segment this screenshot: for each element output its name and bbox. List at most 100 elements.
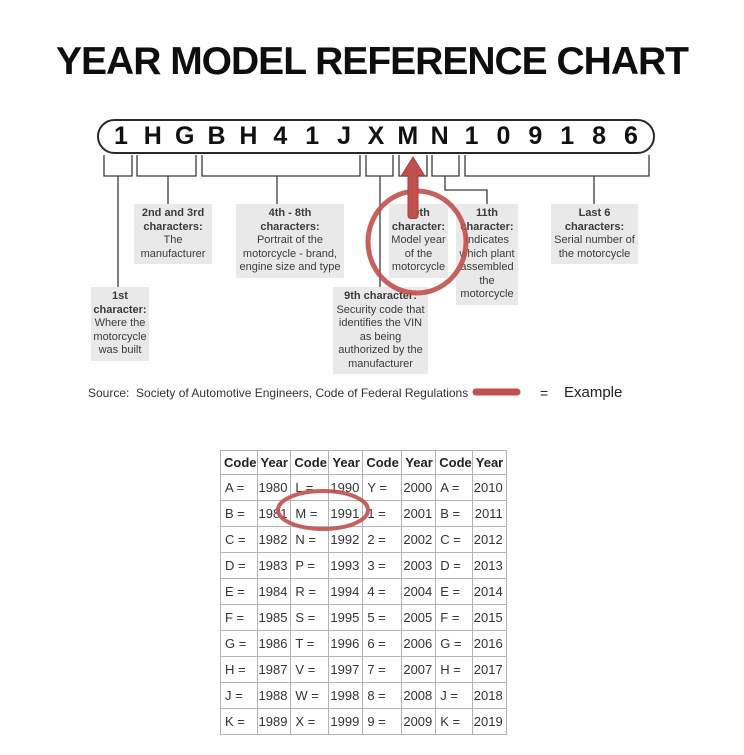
vin-character: M [397,122,419,150]
table-cell-year: 2004 [401,578,437,605]
callout-title: 11th character: [460,207,514,233]
callout-description: The manufacturer [140,234,206,260]
vin-character: H [239,122,258,150]
vin-character: 1 [113,122,128,150]
table-cell-code: G = [220,630,258,657]
callout-11th-character: 11th character: Indicates which plant as… [456,204,518,305]
callout-2nd-3rd-characters: 2nd and 3rd characters: The manufacturer [134,204,212,264]
callout-description: Serial number of the motorcycle [554,234,635,260]
vin-character: G [174,122,195,150]
table-cell-year: 2015 [471,604,507,631]
table-cell-year: 2009 [401,708,437,735]
table-row: G = 1986 T = 1996 6 = 2006 G = 2016 [220,630,507,657]
table-cell-code: A = [435,474,473,501]
table-header-cell: Year [328,450,364,475]
table-cell-year: 1995 [328,604,364,631]
table-header-cell: Code [362,450,403,475]
page-title: YEAR MODEL REFERENCE CHART [56,40,689,83]
vin-character: 1 [305,122,320,150]
table-cell-code: T = [290,630,330,657]
vin-character: H [143,122,162,150]
table-cell-code: S = [290,604,330,631]
callout-title: 1st character: [93,290,147,316]
table-cell-year: 1993 [328,552,364,579]
table-cell-code: K = [220,708,258,735]
table-cell-year: 1994 [328,578,364,605]
table-cell-year: 1982 [256,526,292,553]
table-cell-year: 1997 [328,656,364,683]
table-header-cell: Code [220,450,258,475]
callout-1st-character: 1st character: Where the motorcycle was … [91,287,149,361]
legend-equals-sign: = [540,385,549,401]
table-cell-year: 1980 [256,474,292,501]
table-cell-year: 2013 [471,552,507,579]
table-row: E = 1984 R = 1994 4 = 2004 E = 2014 [220,578,507,605]
table-row: C = 1982 N = 1992 2 = 2002 C = 2012 [220,526,507,553]
vin-character: J [337,122,352,150]
table-row: A = 1980 L = 1990 Y = 2000 A = 2010 [220,474,507,501]
table-cell-code: 6 = [362,630,403,657]
table-cell-year: 1981 [256,500,292,527]
table-cell-year: 1983 [256,552,292,579]
table-row: B = 1981 M = 1991 1 = 2001 B = 2011 [220,500,507,527]
table-cell-code: F = [435,604,473,631]
table-cell-code: H = [435,656,473,683]
table-cell-year: 2017 [471,656,507,683]
table-cell-year: 2014 [471,578,507,605]
table-row: J = 1988 W = 1998 8 = 2008 J = 2018 [220,682,507,709]
table-cell-code: L = [290,474,330,501]
legend-example-label: Example [564,384,623,401]
table-cell-year: 1988 [256,682,292,709]
table-cell-code: 3 = [362,552,403,579]
table-cell-code: X = [290,708,330,735]
vin-character: 1 [464,122,479,150]
table-cell-code: 7 = [362,656,403,683]
table-cell-code: Y = [362,474,403,501]
vin-character: 1 [560,122,575,150]
callout-9th-character: 9th character: Security code that identi… [333,287,428,374]
table-cell-code: E = [435,578,473,605]
table-cell-code: B = [435,500,473,527]
table-cell-year: 1999 [328,708,364,735]
table-cell-code: 9 = [362,708,403,735]
table-cell-code: J = [435,682,473,709]
vin-character: N [430,122,449,150]
table-cell-year: 1992 [328,526,364,553]
table-cell-year: 1986 [256,630,292,657]
table-cell-year: 2008 [401,682,437,709]
table-cell-year: 1985 [256,604,292,631]
table-cell-year: 1991 [328,500,364,527]
table-cell-year: 2018 [471,682,507,709]
table-cell-year: 2001 [401,500,437,527]
table-cell-code: 5 = [362,604,403,631]
callout-last-6-characters: Last 6 characters: Serial number of the … [551,204,638,264]
table-cell-code: 4 = [362,578,403,605]
table-cell-code: N = [290,526,330,553]
table-header-cell: Year [471,450,507,475]
callout-title: Last 6 characters: [564,207,625,233]
table-cell-year: 2007 [401,656,437,683]
table-row: K = 1989 X = 1999 9 = 2009 K = 2019 [220,708,507,735]
year-code-table: Code Year Code Year Code Year Code Year A = 1980… [220,450,507,735]
table-header-cell: Year [401,450,437,475]
table-cell-year: 2016 [471,630,507,657]
table-row: F = 1985 S = 1995 5 = 2005 F = 2015 [220,604,507,631]
callout-title: 4th - 8th characters: [260,207,320,233]
year-code-table-body: A = 1980 L = 1990 Y = 2000 A = 2010 B = 1981 M = 19… [220,474,507,735]
table-cell-year: 2010 [471,474,507,501]
vin-character: B [207,122,226,150]
table-row: H = 1987 V = 1997 7 = 2007 H = 2017 [220,656,507,683]
table-header-cell: Code [435,450,473,475]
table-cell-code: D = [435,552,473,579]
table-cell-code: 8 = [362,682,403,709]
table-row: D = 1983 P = 1993 3 = 2003 D = 2013 [220,552,507,579]
vin-character: 9 [528,122,543,150]
callout-title: 2nd and 3rd characters: [141,207,205,233]
table-cell-code: W = [290,682,330,709]
table-cell-code: 2 = [362,526,403,553]
callout-4th-8th-characters: 4th - 8th characters: Portrait of the mo… [236,204,344,278]
table-cell-year: 2000 [401,474,437,501]
vin-character: 8 [592,122,607,150]
table-header-cell: Year [256,450,292,475]
